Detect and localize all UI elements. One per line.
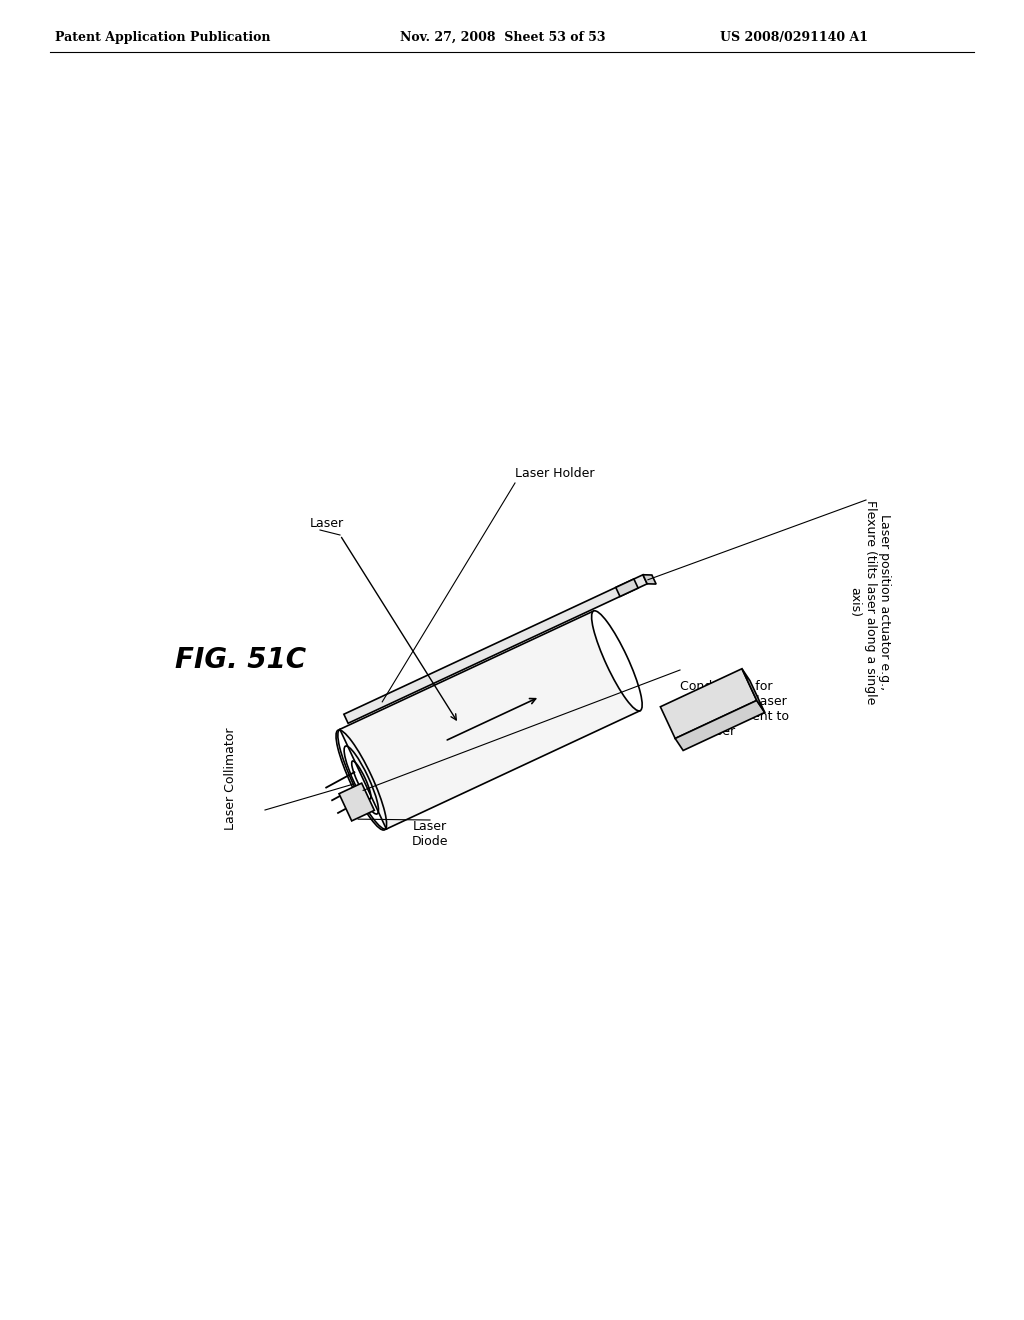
Text: Nov. 27, 2008  Sheet 53 of 53: Nov. 27, 2008 Sheet 53 of 53 [400,30,605,44]
Text: Laser Collimator: Laser Collimator [223,727,237,830]
Text: Patent Application Publication: Patent Application Publication [55,30,270,44]
Polygon shape [675,701,765,751]
Ellipse shape [338,729,388,829]
Polygon shape [339,783,375,821]
Text: Laser: Laser [310,517,344,531]
Polygon shape [344,574,647,723]
Text: Laser position actuator e.g.,
Flexure (tilts laser along a single
axis): Laser position actuator e.g., Flexure (t… [849,500,892,705]
Text: FIG. 51C: FIG. 51C [175,645,306,675]
Polygon shape [615,579,638,597]
Text: Laser
Diode: Laser Diode [412,820,449,847]
Text: Conductors for
supplying a laser
driving current to
the laser: Conductors for supplying a laser driving… [680,680,790,738]
Polygon shape [660,669,757,738]
Ellipse shape [592,611,642,711]
Polygon shape [340,611,640,829]
Polygon shape [742,669,765,713]
Polygon shape [643,574,656,583]
Text: US 2008/0291140 A1: US 2008/0291140 A1 [720,30,868,44]
Text: Laser Holder: Laser Holder [515,467,595,480]
